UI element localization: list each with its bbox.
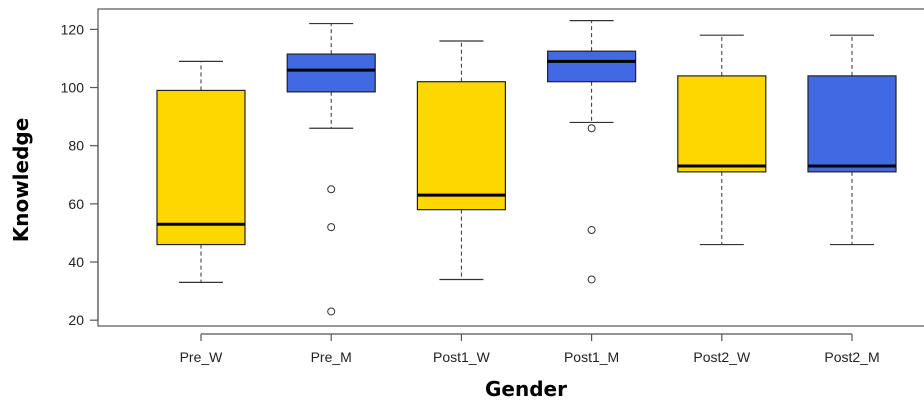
box-Post1_M [546, 20, 637, 284]
outlier-point [327, 185, 336, 194]
x-tick-label: Post2_W [693, 349, 751, 365]
x-tick-label: Post1_W [433, 349, 491, 365]
y-axis-title: Knowledge [9, 118, 33, 243]
outlier-point [587, 275, 596, 284]
x-tick-label: Post2_M [824, 349, 879, 365]
x-axis-title: Gender [485, 377, 567, 401]
x-tick-label: Pre_W [180, 349, 224, 365]
iqr-box [807, 75, 897, 173]
y-tick-label: 40 [68, 254, 84, 270]
iqr-box [546, 50, 637, 83]
y-axis: 20 40 60 80 100 120 [61, 21, 99, 328]
iqr-box [156, 89, 246, 246]
iqr-box [677, 75, 767, 173]
x-tick-label: Post1_M [564, 349, 619, 365]
y-tick-label: 80 [68, 138, 84, 154]
x-tick-label: Pre_M [311, 349, 352, 365]
box-Pre_M [286, 22, 376, 316]
iqr-box [416, 81, 506, 211]
iqr-box [286, 53, 376, 93]
x-axis: Pre_W Pre_M Post1_W Post1_M Post2_W Post2_M [180, 333, 880, 365]
box-Pre_W [156, 60, 246, 283]
box-Post2_W [677, 34, 767, 246]
box-Post2_M [807, 34, 897, 246]
box-Post1_W [416, 40, 506, 281]
y-tick-label: 60 [68, 196, 84, 212]
y-tick-label: 120 [61, 21, 85, 37]
y-tick-label: 20 [68, 312, 84, 328]
outlier-point [587, 124, 596, 133]
outlier-point [327, 307, 336, 316]
outlier-point [587, 226, 596, 235]
outlier-point [327, 223, 336, 232]
y-tick-label: 100 [61, 80, 85, 96]
box-series [156, 20, 897, 316]
